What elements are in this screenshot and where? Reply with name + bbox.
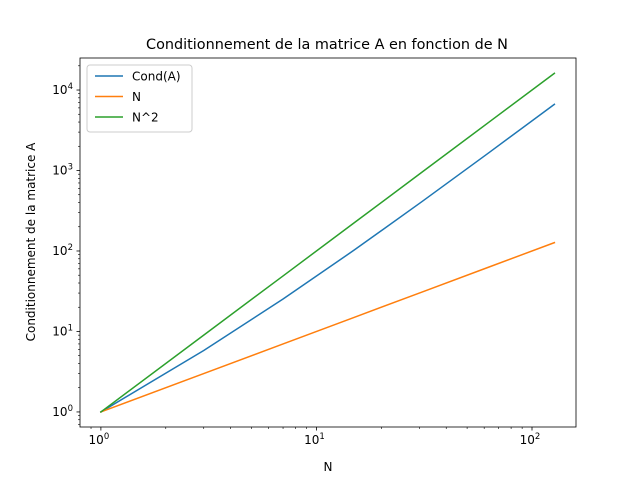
plot-frame — [79, 57, 577, 428]
legend-frame — [86, 64, 193, 133]
series-line-0 — [99, 103, 556, 413]
legend-label-0: Cond(A) — [132, 70, 181, 84]
chart-title: Conditionnement de la matrice A en fonct… — [146, 37, 508, 53]
y-tick-label: 101 — [52, 323, 73, 338]
major-ticks: 100 101 102 100 101 102 103 104 — [52, 82, 540, 447]
legend-label-2: N^2 — [132, 111, 159, 125]
legend-label-1: N — [132, 90, 141, 104]
x-tick-label: 101 — [304, 432, 325, 447]
legend: Cond(A) N N^2 — [86, 64, 193, 133]
x-tick-label: 102 — [520, 432, 541, 447]
y-tick-label: 102 — [52, 243, 73, 258]
x-axis-label: N — [324, 460, 333, 474]
series-line-2 — [99, 72, 556, 413]
y-tick-label: 100 — [52, 404, 73, 419]
x-tick-label: 100 — [89, 432, 110, 447]
plot-lines — [99, 72, 556, 413]
series-line-1 — [99, 241, 556, 413]
y-tick-label: 103 — [52, 163, 73, 178]
y-tick-label: 104 — [52, 82, 73, 97]
y-axis-label: Conditionnement de la matrice A — [24, 142, 38, 342]
